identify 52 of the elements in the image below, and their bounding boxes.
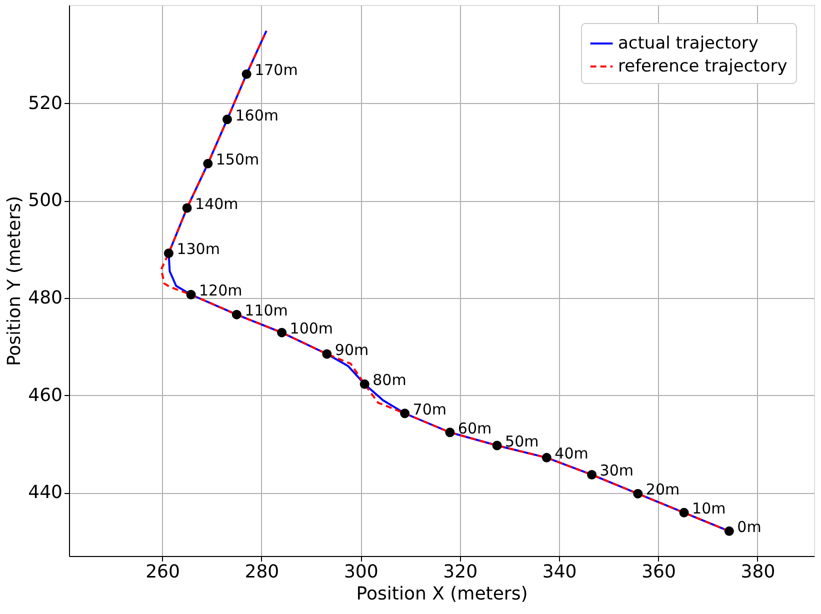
x-tick-label: 380: [740, 562, 776, 582]
annotation: 0m: [737, 518, 762, 536]
point: [360, 379, 370, 389]
point: [322, 349, 332, 359]
point: [277, 328, 287, 338]
annotation: 10m: [692, 500, 726, 518]
annotation: 70m: [412, 400, 446, 418]
y-tick-label: 480: [28, 288, 62, 309]
x-tick-label: 300: [344, 562, 378, 582]
x-tick-label: 260: [146, 562, 180, 582]
annotation: 110m: [244, 302, 288, 320]
point: [186, 290, 196, 300]
y-tick-label: 500: [28, 190, 62, 212]
point: [232, 310, 242, 320]
x-axis-title: Position X (meters): [356, 584, 528, 604]
point: [182, 203, 192, 213]
point: [222, 114, 232, 124]
annotation: 150m: [216, 150, 260, 169]
point: [445, 428, 455, 438]
x-tick-label: 280: [244, 562, 280, 582]
x-tick-label: 340: [542, 562, 577, 582]
point: [679, 508, 689, 518]
annotation: 60m: [458, 419, 492, 438]
annotation: 100m: [290, 320, 334, 338]
point: [542, 452, 552, 462]
y-tick-label: 460: [28, 384, 62, 406]
annotation: 130m: [176, 240, 220, 258]
point: [164, 248, 174, 258]
point: [492, 440, 502, 450]
annotation: 160m: [235, 106, 278, 124]
x-tick-label: 360: [642, 562, 676, 582]
point: [587, 470, 597, 480]
y-axis-title: Position Y (meters): [4, 196, 26, 366]
annotation: 80m: [372, 371, 406, 390]
annotation: 120m: [199, 282, 242, 300]
annotation: 30m: [600, 462, 634, 480]
annotation: 170m: [254, 61, 298, 80]
point: [203, 158, 213, 168]
point: [242, 69, 252, 79]
legend-label: reference trajectory: [618, 56, 788, 76]
annotation: 140m: [195, 194, 238, 213]
legend-label: actual trajectory: [618, 34, 758, 54]
annotation: 50m: [505, 432, 539, 451]
x-tick-label: 320: [443, 562, 478, 582]
y-tick-label: 520: [28, 92, 62, 114]
annotation: 90m: [334, 341, 369, 359]
annotation: 40m: [554, 444, 588, 463]
point: [400, 408, 410, 418]
point: [724, 526, 734, 536]
point: [633, 488, 643, 498]
y-tick-label: 440: [28, 482, 62, 504]
annotation: 20m: [646, 480, 680, 499]
